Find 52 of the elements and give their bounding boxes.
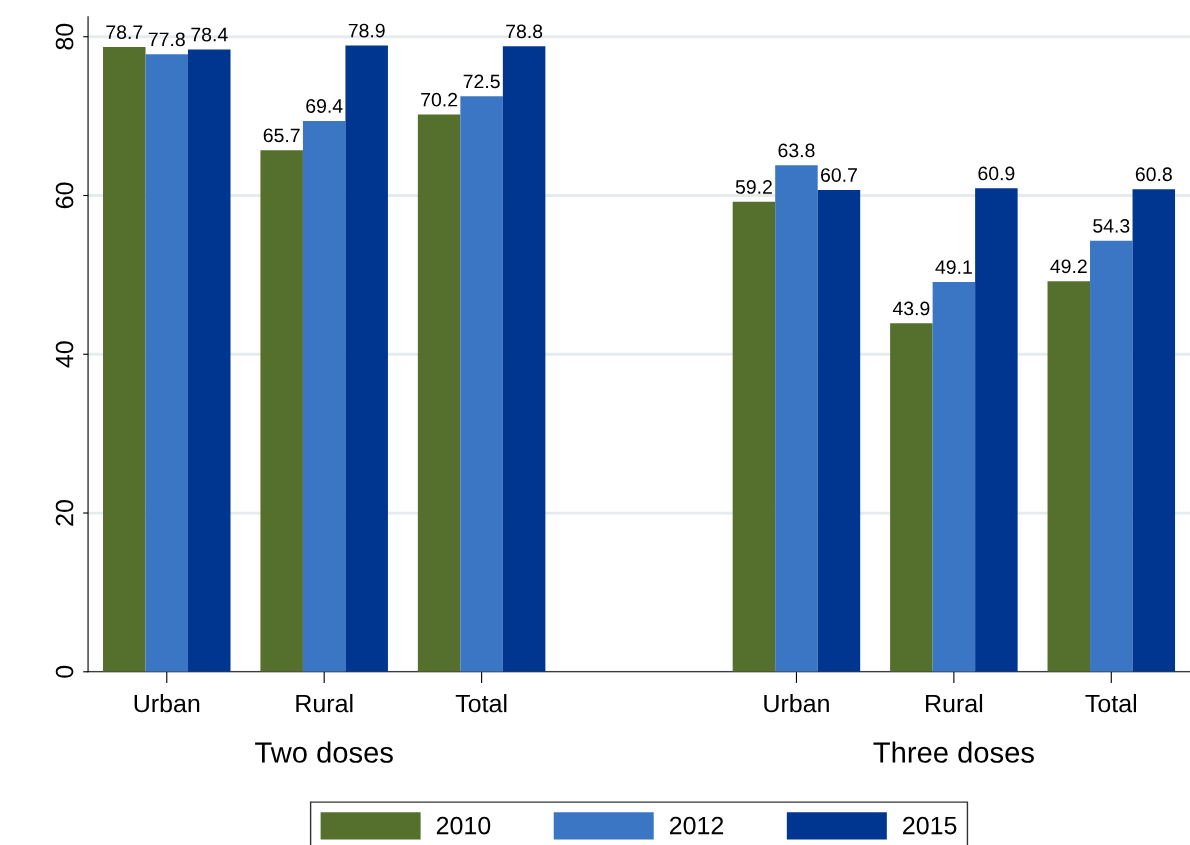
bar — [1047, 281, 1091, 672]
bar — [103, 47, 146, 672]
data-label: 54.3 — [1093, 218, 1130, 233]
legend-label: 2010 — [436, 816, 491, 835]
data-label: 70.2 — [421, 92, 458, 107]
x-tick-label: Urban — [764, 694, 829, 713]
bar — [732, 201, 776, 672]
y-tick-label: 40 — [55, 341, 74, 368]
x-tick-label: Rural — [926, 694, 983, 713]
bar — [460, 96, 503, 672]
x-tick-label: Total — [455, 694, 507, 713]
data-label: 60.8 — [1135, 167, 1172, 182]
data-label: 43.9 — [892, 301, 930, 316]
bar — [975, 188, 1018, 672]
bar — [932, 282, 976, 672]
x-tick-label: Total — [1085, 694, 1137, 713]
bar — [817, 189, 861, 672]
bar — [260, 150, 303, 672]
data-label: 69.4 — [306, 99, 343, 113]
data-label: 78.9 — [348, 23, 385, 38]
data-label: 72.5 — [463, 74, 500, 89]
bar — [775, 165, 818, 672]
bar — [502, 46, 546, 672]
text: Two doses — [255, 741, 393, 763]
y-tick-label: 20 — [55, 500, 74, 526]
data-label: 78.4 — [191, 27, 228, 42]
bar — [890, 323, 933, 672]
y-tick-label: 80 — [55, 23, 74, 50]
bar — [417, 114, 461, 672]
bar — [1090, 240, 1133, 672]
data-label: 59.2 — [735, 180, 772, 194]
bar — [1132, 189, 1176, 672]
x-tick-label: Rural — [296, 694, 353, 713]
text: Three doses — [873, 741, 1034, 763]
data-label: 78.8 — [506, 24, 543, 39]
data-label: 63.8 — [778, 143, 815, 158]
legend-label: 2012 — [669, 816, 724, 835]
bar — [302, 120, 346, 672]
data-label: 60.9 — [978, 166, 1015, 181]
data-label: 49.2 — [1050, 259, 1087, 274]
bar — [188, 49, 231, 672]
bar — [145, 54, 189, 672]
data-label: 60.7 — [821, 168, 857, 182]
data-label: 78.7 — [106, 25, 143, 40]
data-label: 77.8 — [148, 32, 185, 47]
legend-label: 2015 — [903, 816, 957, 835]
y-tick-label: 0 — [55, 665, 74, 678]
bar — [345, 45, 388, 672]
y-tick-label: 60 — [55, 182, 74, 209]
x-tick-label: Urban — [134, 694, 200, 713]
data-label: 49.1 — [935, 260, 972, 275]
data-label: 65.7 — [263, 128, 300, 143]
